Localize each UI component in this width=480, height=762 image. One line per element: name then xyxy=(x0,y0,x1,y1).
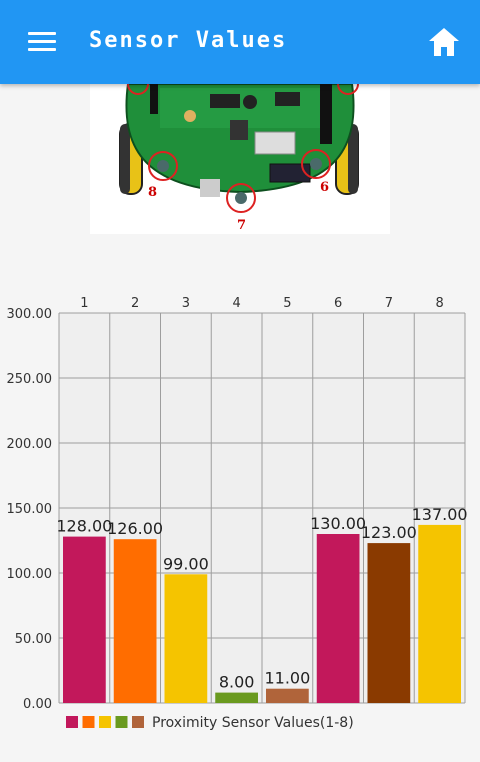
x-tick-label: 7 xyxy=(385,296,393,311)
x-tick-label: 5 xyxy=(283,296,291,311)
y-tick-label: 150.00 xyxy=(7,502,53,517)
bar-value-label: 123.00 xyxy=(361,523,417,542)
bar xyxy=(316,534,360,703)
y-tick-label: 300.00 xyxy=(7,307,53,322)
legend-swatch xyxy=(99,716,111,728)
x-tick-label: 8 xyxy=(435,296,443,311)
home-icon[interactable] xyxy=(426,24,462,60)
sensor-label-7: 7 xyxy=(237,218,246,233)
legend-label: Proximity Sensor Values(1-8) xyxy=(152,715,354,731)
legend-swatch xyxy=(132,716,144,728)
x-tick-label: 3 xyxy=(182,296,190,311)
sensor-label-6: 6 xyxy=(320,180,329,195)
x-tick-label: 2 xyxy=(131,296,139,311)
bar xyxy=(367,543,411,703)
bar-value-label: 11.00 xyxy=(264,669,310,688)
bar-value-label: 126.00 xyxy=(107,519,163,538)
bar xyxy=(266,688,309,703)
bar xyxy=(164,574,208,703)
y-tick-label: 250.00 xyxy=(7,372,53,387)
y-tick-label: 100.00 xyxy=(7,567,53,582)
x-tick-label: 6 xyxy=(334,296,342,311)
bar-value-label: 8.00 xyxy=(219,673,255,692)
proximity-bar-chart: 0.00 50.00 100.00 150.00 200.00 250.00 300.00 1… xyxy=(7,296,468,731)
y-tick-label: 0.00 xyxy=(23,697,52,712)
bar xyxy=(215,692,258,703)
sensor-label-8: 8 xyxy=(148,185,157,200)
x-tick-label: 1 xyxy=(80,296,88,311)
bar xyxy=(113,539,157,703)
hamburger-menu-icon[interactable] xyxy=(22,24,62,60)
y-tick-label: 200.00 xyxy=(7,437,53,452)
bar-value-label: 130.00 xyxy=(310,514,366,533)
robot-sensor-diagram: 8 7 6 xyxy=(90,84,390,234)
x-tick-label: 4 xyxy=(232,296,240,311)
bar xyxy=(418,524,461,703)
legend-swatch xyxy=(115,716,128,728)
page-title: Sensor Values xyxy=(89,28,288,53)
bar-value-label: 99.00 xyxy=(163,554,209,573)
app-bar: Sensor Values xyxy=(0,0,480,84)
bar-value-label: 137.00 xyxy=(412,505,468,524)
legend-swatch xyxy=(66,716,78,728)
y-tick-label: 50.00 xyxy=(15,632,52,647)
bar-value-label: 128.00 xyxy=(56,517,112,536)
legend-swatch xyxy=(82,716,95,728)
bar xyxy=(63,536,106,703)
